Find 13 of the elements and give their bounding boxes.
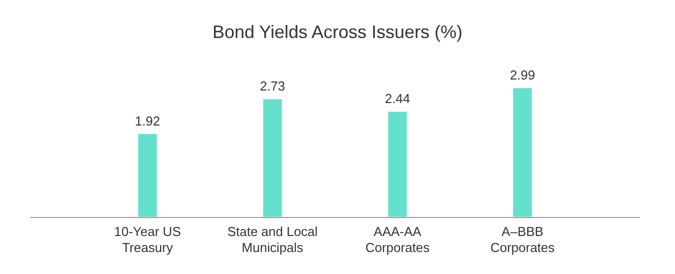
x-tick-label: 10-Year US Treasury (114, 224, 182, 255)
bar (388, 112, 407, 217)
chart-title: Bond Yields Across Issuers (%) (211, 22, 464, 43)
bar (138, 134, 157, 217)
data-label: 2.73 (260, 78, 286, 94)
bar (513, 88, 532, 217)
x-tick-label: A–BBB Corporates (490, 224, 556, 255)
data-label: 1.92 (134, 113, 160, 128)
bar (263, 99, 282, 217)
x-tick-label: State and Local Municipals (227, 224, 318, 255)
data-label: 2.99 (510, 68, 536, 83)
x-tick-label: AAA-AA Corporates (365, 224, 430, 255)
data-label: 2.44 (384, 91, 410, 106)
